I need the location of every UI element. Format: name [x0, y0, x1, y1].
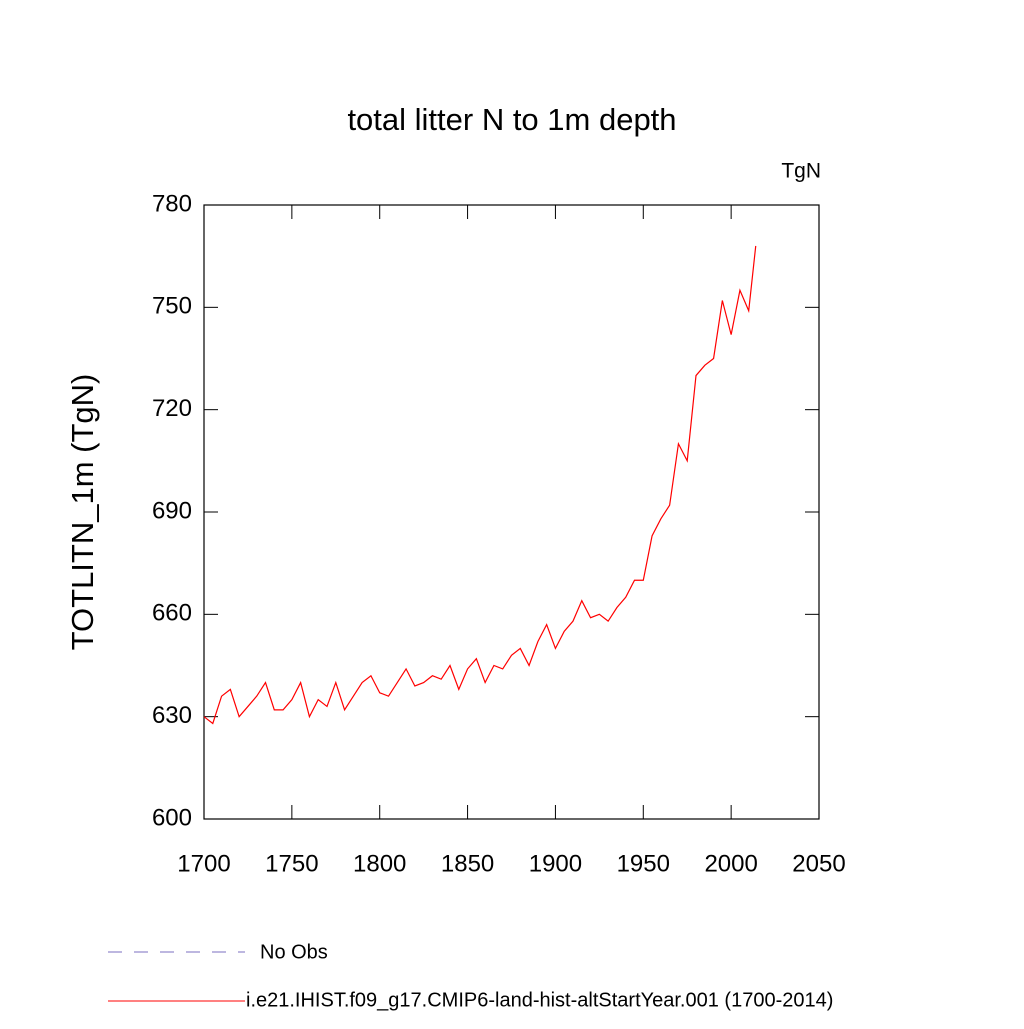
x-tick-label: 1800	[353, 850, 406, 877]
units-label: TgN	[781, 160, 821, 183]
y-tick-label: 690	[152, 497, 192, 524]
x-tick-label: 1850	[441, 850, 494, 877]
chart-title: total litter N to 1m depth	[347, 102, 676, 137]
y-tick-label: 750	[152, 293, 192, 320]
y-tick-label: 660	[152, 600, 192, 627]
data-line	[203, 245, 757, 725]
y-tick-label: 630	[152, 702, 192, 729]
x-tick-label: 2050	[792, 850, 845, 877]
x-tick-label: 2000	[704, 850, 757, 877]
x-tick-label: 1700	[177, 850, 230, 877]
x-tick-label: 1950	[617, 850, 670, 877]
y-tick-label: 780	[152, 190, 192, 217]
y-axis-label: TOTLITN_1m (TgN)	[65, 374, 100, 651]
legend-label: i.e21.IHIST.f09_g17.CMIP6-land-hist-altS…	[246, 989, 833, 1011]
x-tick-label: 1900	[529, 850, 582, 877]
y-tick-label: 720	[152, 395, 192, 422]
y-tick-label: 600	[152, 804, 192, 831]
x-tick-label: 1750	[265, 850, 318, 877]
legend-label: No Obs	[260, 941, 328, 963]
